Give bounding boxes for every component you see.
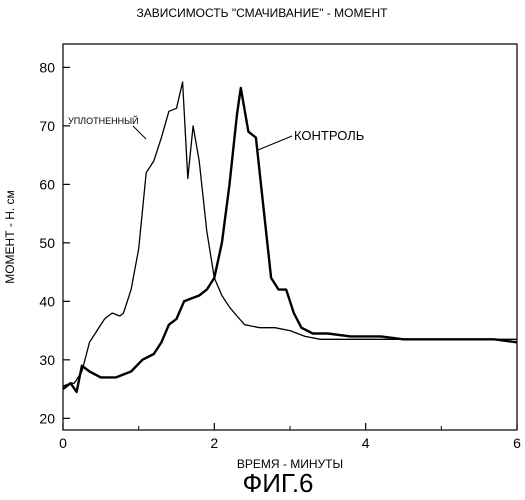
x-tick-label: 2 [210,435,218,451]
y-tick-label: 50 [39,235,55,251]
y-tick-label: 60 [39,176,55,192]
x-tick-label: 6 [513,435,521,451]
figure-label: ФИГ.6 [242,468,313,498]
y-axis-ticks: 20 30 40 50 60 70 80 [39,59,70,426]
series-layer [63,82,517,392]
annotation-control: КОНТРОЛЬ [294,128,364,143]
annotation-leader-control [258,136,292,150]
x-tick-label: 0 [59,435,67,451]
annotation-compacted: УПЛОТНЕННЫЙ [68,115,139,126]
y-tick-label: 70 [39,118,55,134]
y-tick-label: 80 [39,59,55,75]
chart-title: ЗАВИСИМОСТЬ "СМАЧИВАНИЕ" - МОМЕНТ [137,6,389,20]
x-axis-ticks: 0 2 4 6 [59,423,521,451]
annotation-leader-compacted [133,126,146,139]
y-tick-label: 30 [39,352,55,368]
y-tick-label: 40 [39,293,55,309]
series-line-control [63,88,517,392]
y-tick-label: 20 [39,410,55,426]
y-axis-label: МОМЕНТ - Н. см [3,190,17,284]
x-tick-label: 4 [362,435,370,451]
